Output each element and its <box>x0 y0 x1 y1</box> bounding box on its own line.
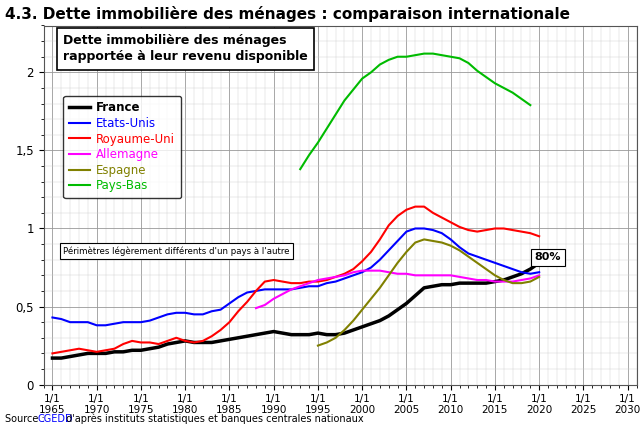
Text: Périmètres légèrement différents d'un pays à l'autre: Périmètres légèrement différents d'un pa… <box>63 246 290 256</box>
Legend: France, Etats-Unis, Royaume-Uni, Allemagne, Espagne, Pays-Bas: France, Etats-Unis, Royaume-Uni, Allemag… <box>63 96 181 198</box>
Text: 80%: 80% <box>535 252 562 263</box>
Text: d'après instituts statistiques et banques centrales nationaux: d'après instituts statistiques et banque… <box>63 414 363 424</box>
Text: 4.3. Dette immobilière des ménages : comparaison internationale: 4.3. Dette immobilière des ménages : com… <box>5 6 570 23</box>
Text: Source :: Source : <box>5 414 48 424</box>
Text: CGEDD: CGEDD <box>38 414 74 424</box>
Text: Dette immobilière des ménages
rapportée à leur revenu disponible: Dette immobilière des ménages rapportée … <box>63 34 308 63</box>
